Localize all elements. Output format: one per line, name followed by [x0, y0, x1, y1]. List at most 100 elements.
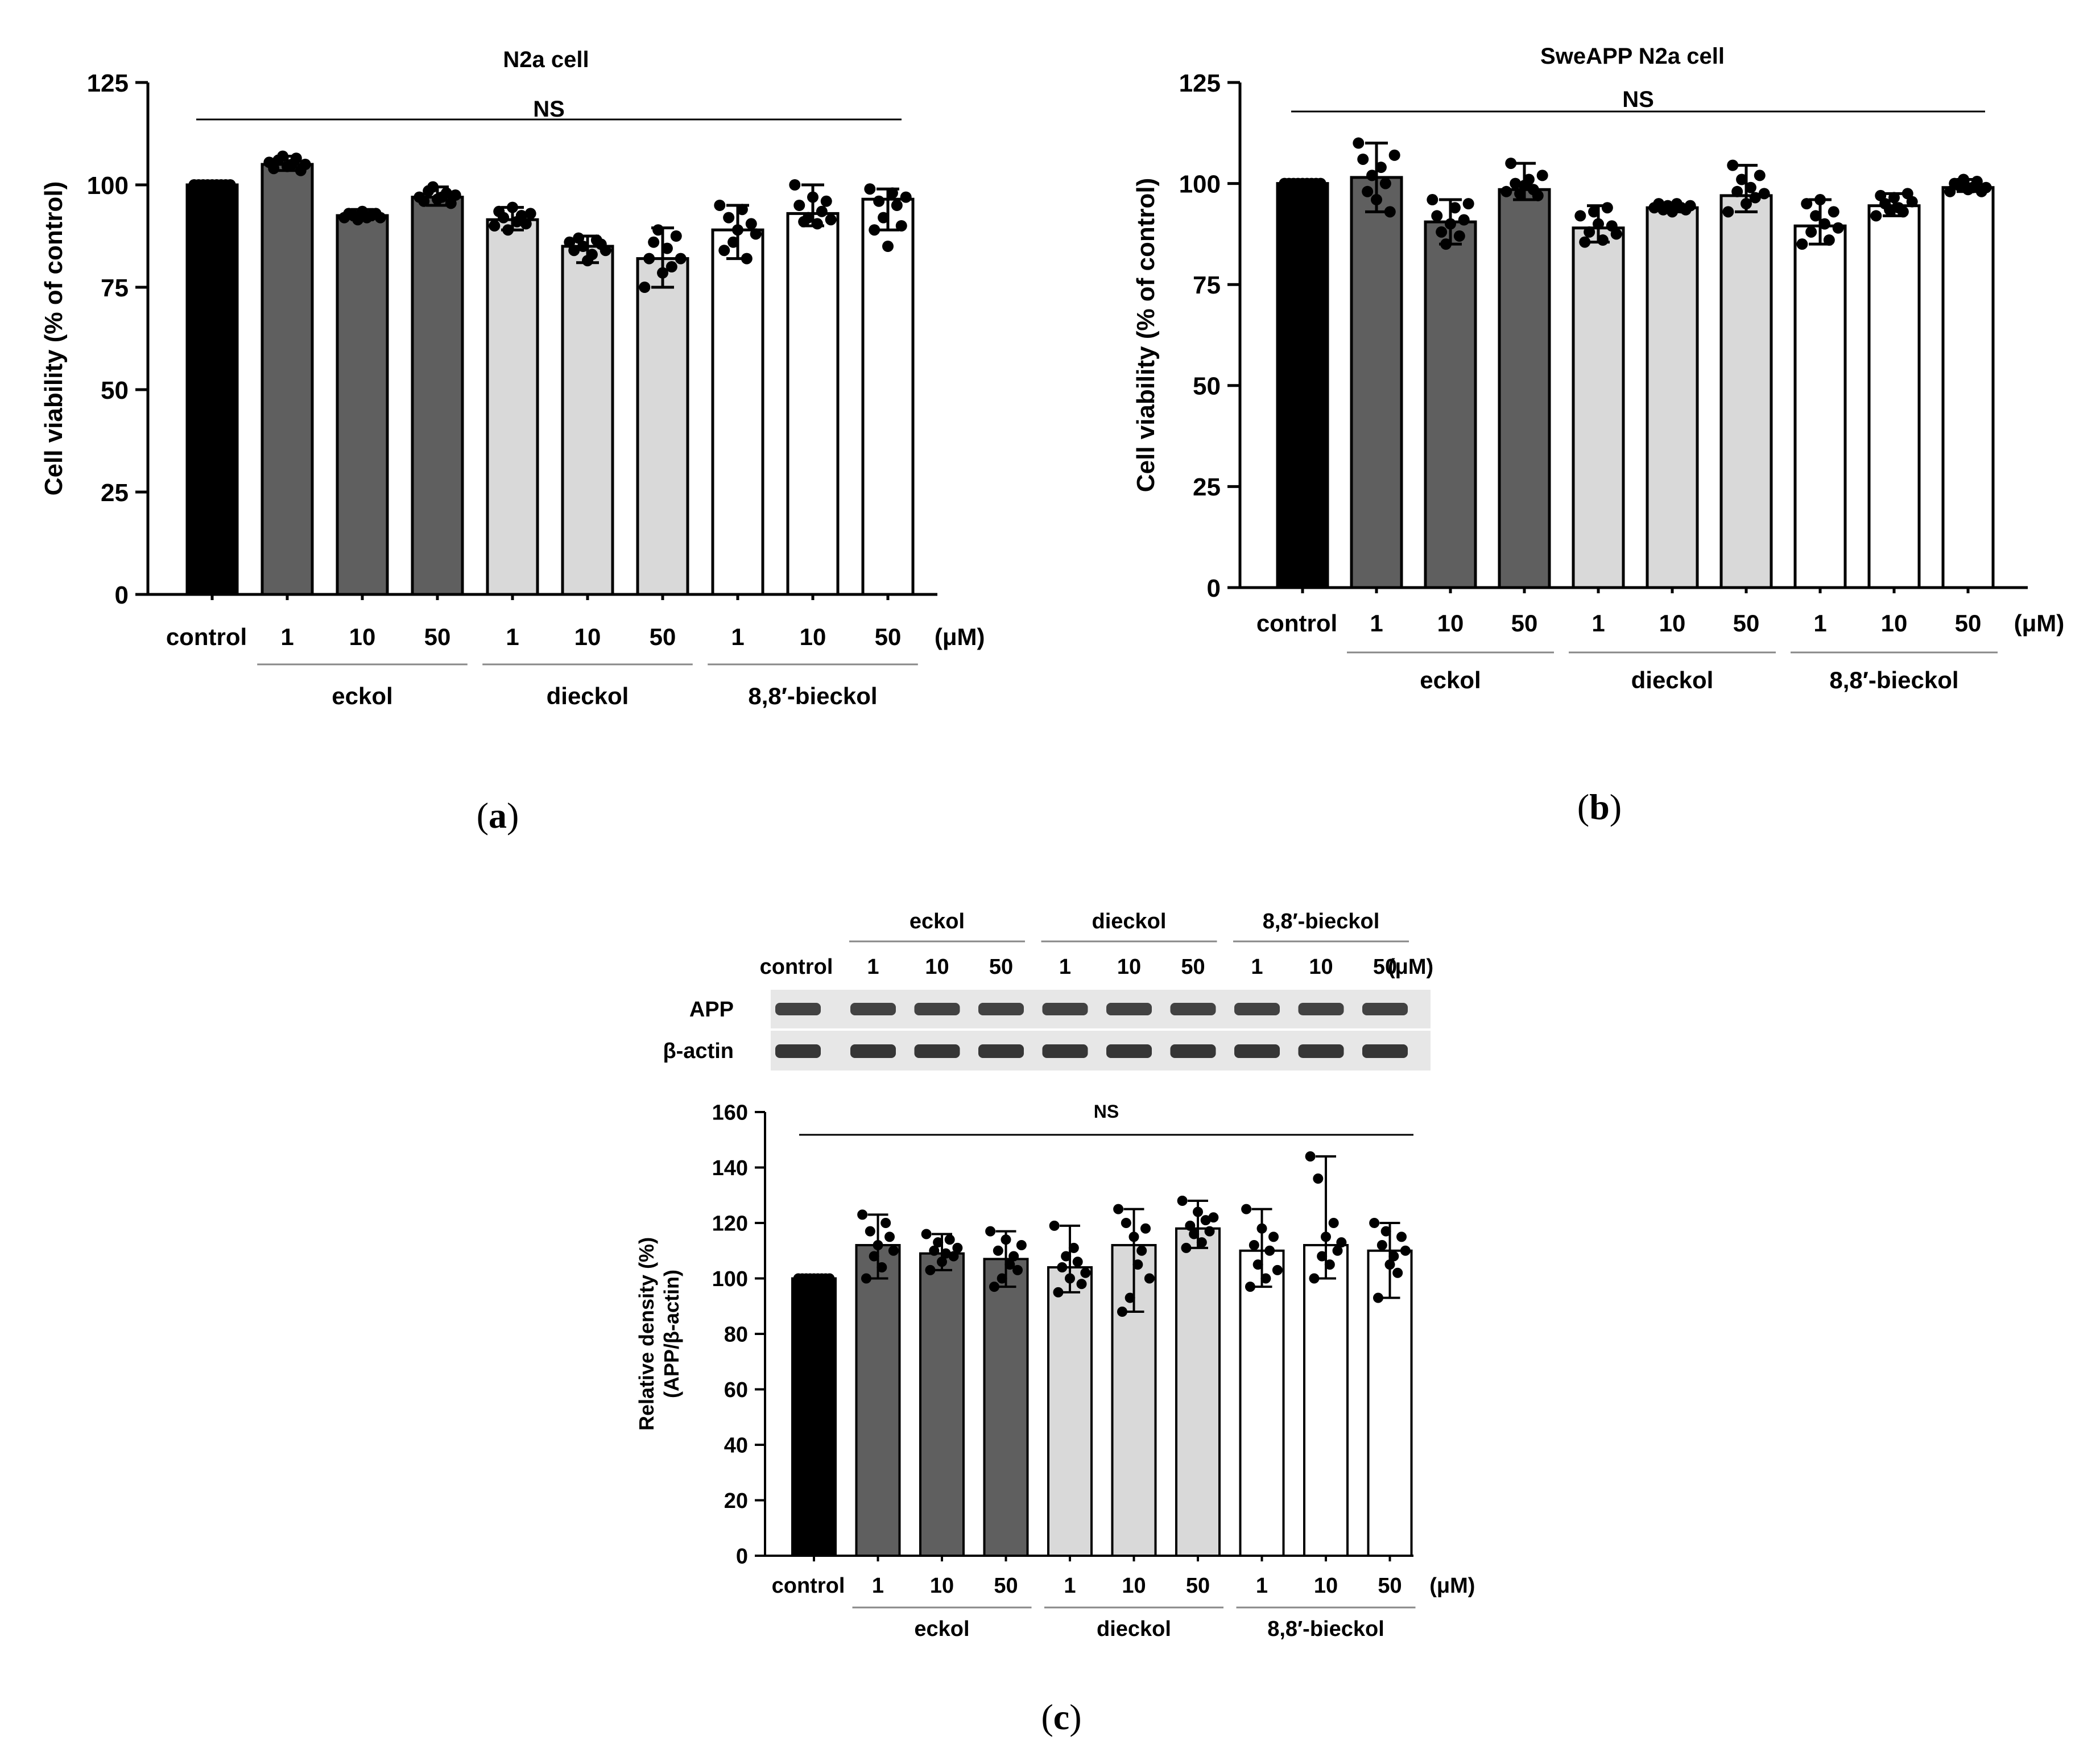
blot-band-actin: [1170, 1044, 1216, 1058]
blot-group-label: eckol: [910, 910, 965, 933]
data-point: [224, 179, 236, 191]
data-point: [1193, 1206, 1203, 1217]
data-point: [861, 1273, 871, 1284]
data-point: [1001, 1234, 1011, 1245]
data-point: [1189, 1229, 1200, 1239]
data-point: [1906, 196, 1918, 208]
blot-band-app: [978, 1003, 1024, 1015]
x-tick-label: 10: [1122, 1574, 1146, 1598]
blot-lane-label: 10: [925, 955, 949, 979]
blot-group-label: dieckol: [1092, 910, 1167, 933]
data-point: [418, 195, 430, 207]
data-point: [643, 253, 655, 265]
x-tick-label: 50: [1378, 1574, 1402, 1598]
unit-label: (μM): [2014, 610, 2065, 637]
data-point: [1196, 1237, 1207, 1248]
x-tick-label: 50: [1186, 1574, 1210, 1598]
bar: [855, 1244, 901, 1557]
data-point: [524, 208, 536, 220]
data-point: [1749, 192, 1761, 204]
y-tick-label: 160: [712, 1101, 748, 1125]
data-point: [952, 1242, 963, 1253]
data-point: [741, 253, 753, 265]
data-point: [1436, 226, 1448, 238]
x-tick-label: 1: [872, 1574, 884, 1598]
data-point: [1208, 1212, 1219, 1223]
data-point: [1061, 1251, 1072, 1262]
data-point: [1897, 206, 1909, 218]
data-point: [864, 183, 876, 195]
x-tick-label: 10: [1314, 1574, 1338, 1598]
blot-band-actin: [850, 1044, 896, 1058]
points-layer: [188, 137, 1992, 1317]
data-point: [1181, 1242, 1192, 1253]
blot-lane-label: control: [760, 955, 833, 979]
data-point: [1256, 1223, 1267, 1234]
panel-label-letter: b: [1589, 787, 1610, 827]
bar: [1424, 220, 1477, 589]
bar: [1941, 186, 1995, 589]
data-point: [877, 1262, 887, 1272]
blot-band-app: [1106, 1003, 1152, 1015]
data-point: [1117, 1307, 1127, 1317]
bar: [636, 257, 689, 596]
western-blot: APP β-actin control 1 10 50 1 10 50 1 10 50(μM)ec…: [663, 910, 1433, 1071]
blot-unit-label: (μM): [1388, 955, 1433, 979]
data-point: [1597, 234, 1609, 246]
data-point: [869, 224, 880, 236]
y-tick-label: 125: [87, 69, 129, 97]
bar: [1239, 1249, 1285, 1557]
data-point: [1980, 181, 1992, 193]
data-point: [811, 218, 823, 230]
y-tick-label: 0: [736, 1545, 748, 1569]
x-tick-label: 50: [1733, 610, 1760, 637]
data-point: [1828, 206, 1839, 218]
data-point: [1588, 206, 1600, 218]
data-point: [1805, 226, 1817, 238]
data-point: [803, 212, 815, 224]
data-point: [1722, 206, 1734, 218]
y-tick-label: 120: [712, 1212, 748, 1236]
data-point: [1049, 1220, 1060, 1231]
data-point: [1004, 1259, 1015, 1270]
bar: [1646, 206, 1699, 589]
x-tick-label: 50: [875, 623, 902, 650]
x-tick-label: 10: [1659, 610, 1686, 637]
blot-band-actin: [1042, 1044, 1088, 1058]
data-point: [880, 1218, 891, 1228]
data-point: [277, 150, 289, 162]
data-point: [1574, 210, 1586, 222]
data-point: [714, 200, 726, 211]
data-point: [1510, 177, 1522, 189]
data-point: [1505, 158, 1517, 170]
data-point: [865, 1226, 875, 1237]
data-point: [1369, 1218, 1380, 1228]
data-point: [1272, 1264, 1283, 1275]
y-tick-label: 50: [101, 377, 129, 404]
data-point: [1458, 214, 1470, 226]
data-point: [507, 201, 518, 213]
bar: [1350, 176, 1403, 589]
x-tick-label: control: [772, 1574, 845, 1598]
blot-lane-label: 50: [1181, 955, 1205, 979]
y-tick-label: 40: [724, 1434, 748, 1458]
data-point: [1445, 218, 1456, 230]
data-point: [1758, 188, 1770, 200]
data-point: [1380, 1226, 1391, 1237]
data-point: [825, 214, 837, 226]
data-point: [1053, 1287, 1064, 1297]
y-axis-label-2: (APP/β-actin): [660, 1270, 683, 1398]
data-point: [1313, 1173, 1324, 1184]
data-point: [440, 187, 452, 199]
y-axis-label: Cell viability (% of control): [1132, 178, 1160, 493]
data-point: [723, 212, 735, 224]
data-point: [1736, 173, 1748, 185]
blot-lane-label: 1: [1059, 955, 1071, 979]
y-tick-label: 75: [101, 274, 129, 302]
data-point: [1125, 1292, 1135, 1303]
x-tick-label: 10: [574, 623, 601, 650]
data-point: [1754, 170, 1766, 181]
data-point: [1353, 137, 1365, 149]
data-point: [1584, 226, 1595, 238]
data-point: [520, 218, 532, 230]
